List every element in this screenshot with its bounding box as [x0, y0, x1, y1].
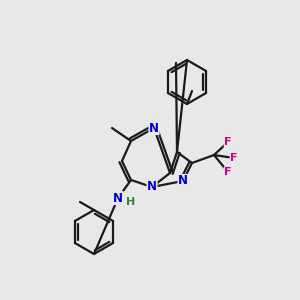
Text: F: F [224, 137, 232, 147]
Text: F: F [224, 167, 232, 177]
Text: F: F [230, 153, 238, 163]
Text: N: N [147, 181, 157, 194]
Text: H: H [126, 197, 136, 207]
Text: N: N [149, 122, 159, 134]
Text: N: N [178, 175, 188, 188]
Text: N: N [113, 191, 123, 205]
